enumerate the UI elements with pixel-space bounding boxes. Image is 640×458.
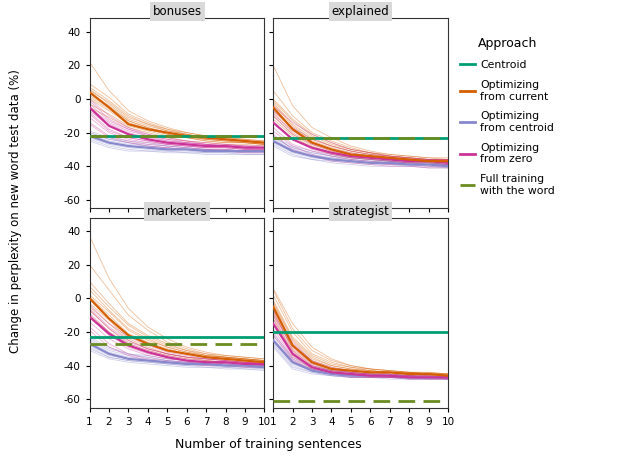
Text: Change in perplexity on new word test data (%): Change in perplexity on new word test da…	[10, 69, 22, 353]
Title: bonuses: bonuses	[152, 5, 202, 18]
Title: explained: explained	[332, 5, 390, 18]
Legend: Centroid, Optimizing
from current, Optimizing
from centroid, Optimizing
from zer: Centroid, Optimizing from current, Optim…	[460, 38, 555, 196]
Text: Number of training sentences: Number of training sentences	[175, 438, 362, 451]
Title: marketers: marketers	[147, 205, 207, 218]
Title: strategist: strategist	[332, 205, 389, 218]
